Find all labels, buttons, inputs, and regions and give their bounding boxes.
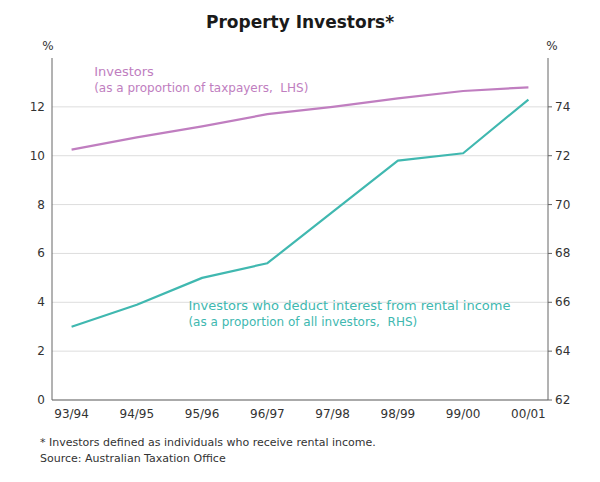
x-tick-label: 95/96 — [185, 407, 220, 421]
grid-line — [52, 106, 548, 107]
y2-tick — [548, 155, 552, 156]
grid-line — [52, 400, 548, 401]
series-label: Investors who deduct interest from renta… — [188, 298, 510, 313]
footnote: * Investors defined as individuals who r… — [40, 436, 376, 449]
y-tick-label: 2 — [37, 344, 45, 358]
y2-tick — [548, 106, 552, 107]
title: Property Investors* — [206, 12, 394, 32]
grid-line — [52, 351, 548, 352]
series-line — [72, 100, 529, 327]
series-label: Investors — [94, 64, 154, 79]
y2-tick-label: 62 — [555, 393, 570, 407]
y2-tick-label: 72 — [555, 149, 570, 163]
y-tick-label: 10 — [30, 149, 45, 163]
y-tick-label: 8 — [37, 198, 45, 212]
plot-area — [72, 87, 529, 326]
x-tick-label: 94/95 — [120, 407, 155, 421]
y2-tick-label: 66 — [555, 295, 570, 309]
y-tick-label: 0 — [37, 393, 45, 407]
x-tick-label: 96/97 — [250, 407, 285, 421]
y2-tick-label: 70 — [555, 198, 570, 212]
y2-tick-label: 68 — [555, 246, 570, 260]
y-axis-label: % — [42, 39, 53, 53]
y2-axis-label: % — [546, 39, 557, 53]
series-note: (as a proportion of all investors, RHS) — [188, 315, 417, 329]
grid-line — [52, 155, 548, 156]
footnote: Source: Australian Taxation Office — [40, 452, 226, 465]
y2-tick — [548, 253, 552, 254]
series-line — [72, 87, 529, 149]
y2-tick — [548, 351, 552, 352]
x-axis — [52, 400, 548, 401]
y2-tick — [548, 302, 552, 303]
chart: 0246810126264666870727493/9494/9595/9696… — [0, 0, 600, 482]
grid-line — [52, 204, 548, 205]
x-tick-label: 00/01 — [511, 407, 546, 421]
y2-tick — [548, 204, 552, 205]
y2-tick-label: 74 — [555, 100, 570, 114]
y-tick-label: 12 — [30, 100, 45, 114]
grid-line — [52, 253, 548, 254]
x-tick-label: 97/98 — [315, 407, 350, 421]
y2-tick — [548, 400, 552, 401]
x-tick-label: 99/00 — [446, 407, 481, 421]
x-tick-label: 98/99 — [381, 407, 416, 421]
series-note: (as a proportion of taxpayers, LHS) — [94, 81, 308, 95]
y-axis — [52, 58, 53, 400]
x-tick-label: 93/94 — [54, 407, 89, 421]
y2-tick-label: 64 — [555, 344, 570, 358]
y-tick-label: 6 — [37, 246, 45, 260]
y2-axis — [548, 58, 549, 400]
y-tick-label: 4 — [37, 295, 45, 309]
